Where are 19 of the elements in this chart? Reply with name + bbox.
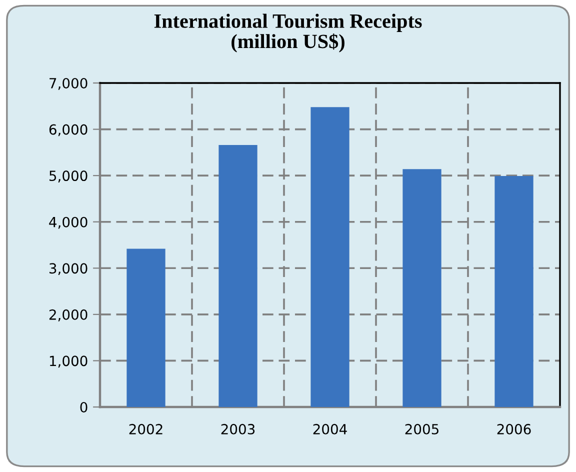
- x-tick-label: 2005: [405, 424, 438, 434]
- y-tick-label: 4,000: [49, 216, 88, 229]
- bar: [494, 176, 534, 407]
- x-tick-label: 2003: [221, 424, 255, 434]
- y-tick-label: 5,000: [50, 170, 88, 182]
- x-tick-label: 2002: [129, 424, 162, 434]
- y-tick-label: 3,000: [49, 263, 88, 276]
- y-tick-label: 7,000: [50, 78, 88, 90]
- chart-title: International Tourism Receipts (million US$): [154, 14, 422, 52]
- y-tick-label: 6,000: [49, 124, 88, 136]
- bar: [310, 107, 350, 407]
- x-tick-label: 2004: [313, 424, 347, 434]
- y-tick-label: 2,000: [49, 309, 88, 322]
- bar: [402, 169, 442, 407]
- bar: [126, 248, 166, 407]
- y-tick-label: 1,000: [50, 356, 88, 368]
- y-tick-label: 0: [80, 402, 88, 412]
- bar: [218, 145, 258, 407]
- x-tick-label: 2006: [497, 424, 531, 434]
